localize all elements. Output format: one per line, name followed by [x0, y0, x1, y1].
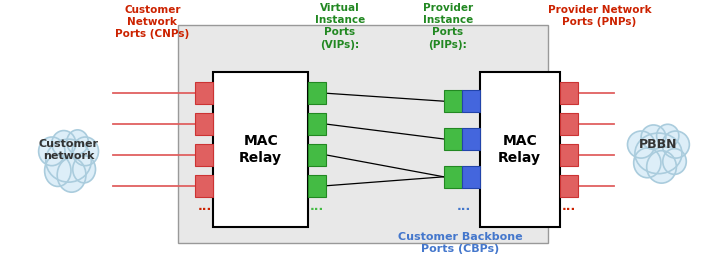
- Text: Customer Backbone
Ports (CBPs): Customer Backbone Ports (CBPs): [398, 232, 522, 254]
- Text: MAC
Relay: MAC Relay: [239, 134, 282, 165]
- Ellipse shape: [67, 130, 88, 154]
- Bar: [480, 72, 560, 227]
- Bar: [560, 175, 577, 197]
- Bar: [462, 90, 480, 112]
- Bar: [308, 113, 326, 135]
- Text: ...: ...: [561, 200, 576, 213]
- Text: Provider Network
Ports (PNPs): Provider Network Ports (PNPs): [547, 5, 651, 27]
- Text: ...: ...: [457, 200, 471, 213]
- Bar: [178, 24, 547, 244]
- Ellipse shape: [647, 151, 676, 183]
- Ellipse shape: [44, 155, 71, 187]
- Ellipse shape: [635, 133, 682, 174]
- Text: PBBN: PBBN: [639, 138, 678, 152]
- Bar: [462, 166, 480, 188]
- Ellipse shape: [663, 149, 686, 174]
- Ellipse shape: [662, 131, 689, 158]
- Ellipse shape: [73, 156, 95, 183]
- Ellipse shape: [57, 158, 86, 192]
- Text: ...: ...: [310, 200, 324, 213]
- Ellipse shape: [52, 131, 76, 156]
- Text: Customer
Network
Ports (CNPs): Customer Network Ports (CNPs): [116, 5, 190, 39]
- Ellipse shape: [634, 148, 661, 178]
- Bar: [308, 82, 326, 104]
- Text: ...: ...: [198, 200, 212, 213]
- Bar: [196, 144, 213, 166]
- Bar: [444, 128, 462, 150]
- Ellipse shape: [627, 131, 655, 158]
- Bar: [444, 166, 462, 188]
- Bar: [560, 113, 577, 135]
- Bar: [560, 144, 577, 166]
- Bar: [196, 113, 213, 135]
- Text: Provider
Instance
Ports
(PIPs):: Provider Instance Ports (PIPs):: [422, 3, 473, 50]
- Bar: [196, 175, 213, 197]
- Ellipse shape: [641, 125, 666, 149]
- Bar: [560, 82, 577, 104]
- Text: Customer
network: Customer network: [39, 139, 99, 161]
- Ellipse shape: [39, 137, 65, 166]
- Bar: [213, 72, 308, 227]
- Ellipse shape: [46, 139, 92, 182]
- Text: Virtual
Instance
Ports
(VIPs):: Virtual Instance Ports (VIPs):: [315, 3, 365, 50]
- Bar: [196, 82, 213, 104]
- Bar: [462, 128, 480, 150]
- Ellipse shape: [72, 137, 98, 166]
- Bar: [308, 144, 326, 166]
- Bar: [444, 90, 462, 112]
- Ellipse shape: [656, 124, 679, 147]
- Text: MAC
Relay: MAC Relay: [498, 134, 541, 165]
- Bar: [308, 175, 326, 197]
